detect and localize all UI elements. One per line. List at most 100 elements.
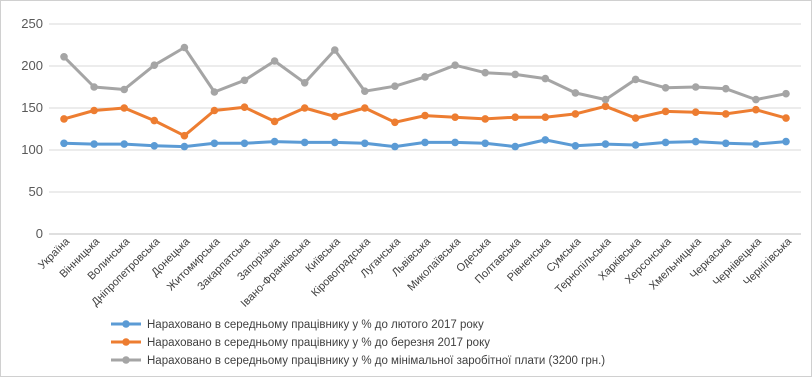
data-point	[240, 103, 249, 111]
data-point	[691, 137, 700, 146]
data-point	[210, 88, 219, 96]
series-line	[63, 104, 787, 138]
data-point	[661, 138, 670, 147]
data-point	[300, 79, 309, 87]
data-point	[571, 142, 580, 150]
data-point	[782, 114, 790, 122]
data-point	[60, 53, 68, 61]
data-point	[60, 115, 68, 123]
legend-label: Нараховано в середньому працівнику у % д…	[147, 355, 605, 367]
legend: Нараховано в середньому працівнику у % д…	[111, 319, 605, 367]
y-tick-label: 100	[21, 142, 43, 157]
data-point	[661, 107, 670, 116]
data-point	[421, 73, 429, 81]
data-point	[120, 85, 128, 94]
legend-label: Нараховано в середньому працівнику у % д…	[147, 337, 490, 349]
data-point	[300, 104, 309, 112]
data-point	[601, 140, 610, 148]
data-point	[481, 68, 490, 77]
data-point	[631, 75, 640, 84]
data-point	[120, 104, 128, 112]
data-point	[631, 114, 640, 122]
data-point	[421, 138, 429, 147]
data-point	[451, 138, 459, 147]
series-lines	[60, 43, 790, 151]
data-point	[180, 43, 189, 52]
series-2	[60, 102, 790, 140]
data-point	[782, 89, 790, 98]
data-point	[752, 140, 760, 148]
data-point	[180, 131, 189, 140]
data-point	[722, 110, 730, 118]
data-point	[270, 117, 279, 126]
data-point	[601, 95, 610, 104]
data-point	[661, 84, 670, 92]
data-point	[361, 139, 369, 148]
x-tick-label: Хмельницька	[647, 235, 704, 292]
data-point	[722, 84, 730, 93]
data-point	[391, 118, 399, 127]
x-axis-ticks: УкраїнаВінницькаВолинськаДніпропетровськ…	[36, 235, 794, 310]
data-point	[541, 136, 550, 144]
data-point	[210, 139, 219, 148]
data-point	[782, 137, 790, 146]
y-tick-label: 0	[36, 226, 43, 241]
legend-swatch-marker	[122, 320, 130, 328]
series-3	[60, 43, 790, 104]
data-point	[90, 83, 98, 91]
data-point	[391, 82, 399, 90]
y-tick-label: 50	[29, 184, 43, 199]
data-point	[511, 142, 519, 151]
y-tick-label: 200	[21, 58, 43, 73]
data-point	[331, 138, 339, 147]
data-point	[631, 141, 640, 149]
y-tick-label: 250	[21, 16, 43, 31]
data-point	[210, 106, 219, 115]
data-point	[722, 139, 730, 148]
data-point	[421, 111, 429, 120]
data-point	[451, 113, 459, 121]
data-point	[60, 139, 68, 148]
data-point	[240, 139, 249, 148]
data-point	[120, 140, 128, 148]
data-point	[691, 108, 700, 116]
legend-swatch-marker	[122, 356, 130, 364]
data-point	[752, 105, 760, 114]
data-point	[691, 83, 700, 91]
data-point	[270, 137, 279, 146]
data-point	[331, 112, 339, 121]
data-point	[511, 70, 519, 79]
legend-swatch-marker	[122, 338, 130, 346]
data-point	[571, 110, 580, 118]
data-point	[331, 46, 339, 54]
data-point	[541, 113, 550, 121]
data-point	[180, 142, 189, 151]
data-point	[451, 61, 459, 69]
data-point	[270, 57, 279, 65]
data-point	[541, 74, 550, 83]
data-point	[150, 142, 159, 150]
data-point	[240, 76, 249, 85]
data-point	[571, 89, 580, 97]
y-tick-label: 150	[21, 100, 43, 115]
legend-label: Нараховано в середньому працівнику у % д…	[147, 319, 484, 331]
data-point	[752, 95, 760, 104]
data-point	[391, 142, 399, 151]
data-point	[90, 140, 98, 148]
data-point	[300, 138, 309, 147]
legend-item: Нараховано в середньому працівнику у % д…	[111, 319, 484, 331]
y-axis-ticks: 0 50 100 150 200 250	[21, 16, 43, 241]
legend-item: Нараховано в середньому працівнику у % д…	[111, 355, 605, 367]
data-point	[361, 87, 369, 95]
data-point	[90, 106, 98, 115]
data-point	[481, 115, 490, 123]
data-point	[150, 116, 159, 125]
data-point	[361, 104, 369, 112]
data-point	[150, 61, 159, 69]
data-point	[481, 139, 490, 148]
gridlines	[49, 23, 801, 235]
data-point	[601, 102, 610, 111]
data-point	[511, 113, 519, 121]
